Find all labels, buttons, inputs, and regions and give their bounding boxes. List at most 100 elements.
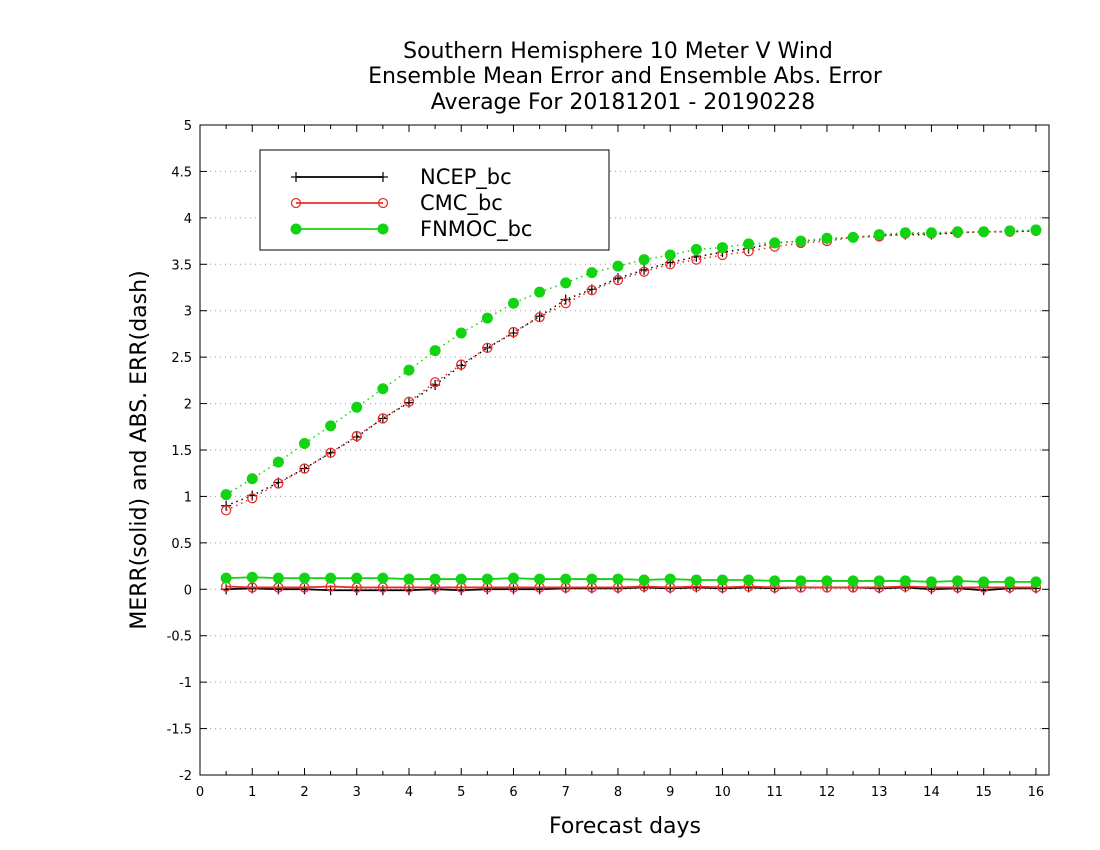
point-fnmoc-bc-abs-err-10: [481, 312, 493, 324]
point-cmc-bc-abs-err-5: [351, 430, 362, 442]
point-fnmoc-bc-abs-err-9: [455, 327, 467, 339]
point-fnmoc-bc-abs-err-30: [1004, 225, 1016, 237]
point-fnmoc-bc-merr-12: [534, 573, 546, 585]
point-ncep-bc-merr-12: [534, 584, 545, 595]
point-fnmoc-bc-abs-err-24: [847, 231, 859, 243]
point-fnmoc-bc-merr-27: [925, 576, 937, 588]
legend-entry-cmc-bc: CMC_bc: [290, 191, 503, 216]
point-fnmoc-bc-abs-err-22: [795, 235, 807, 247]
point-fnmoc-bc-abs-err-11: [507, 297, 519, 309]
chart-title-line-3: Average For 20181201 - 20190228: [431, 90, 816, 115]
point-fnmoc-bc-merr-7: [403, 573, 415, 585]
point-fnmoc-bc-abs-err-7: [403, 364, 415, 376]
point-fnmoc-bc-merr-2: [272, 572, 284, 584]
point-fnmoc-bc-abs-err-19: [716, 242, 728, 254]
legend-entry-ncep-bc: NCEP_bc: [291, 165, 512, 190]
point-cmc-bc-abs-err-13: [560, 298, 571, 309]
legend-label-ncep-bc: NCEP_bc: [420, 165, 512, 190]
point-fnmoc-bc-abs-err-14: [586, 267, 598, 279]
y-tick-label-0: -2: [179, 769, 192, 784]
point-fnmoc-bc-abs-err-21: [769, 237, 781, 249]
point-fnmoc-bc-merr-0: [220, 572, 232, 584]
point-cmc-bc-abs-err-6: [377, 413, 389, 424]
point-cmc-bc-abs-err-0: [220, 505, 232, 516]
point-cmc-bc-abs-err-1: [247, 493, 258, 504]
point-fnmoc-bc-merr-3: [298, 572, 310, 584]
point-cmc-bc-abs-err-9: [456, 359, 467, 370]
point-cmc-bc-abs-err-7: [403, 396, 415, 407]
point-fnmoc-bc-merr-29: [978, 576, 990, 588]
point-ncep-bc-merr-10: [482, 584, 493, 595]
point-fnmoc-bc-abs-err-29: [978, 226, 990, 238]
point-cmc-bc-abs-err-3: [299, 463, 310, 474]
y-tick-label-8: 2: [184, 398, 192, 413]
point-ncep-bc-merr-2: [273, 584, 284, 595]
point-fnmoc-bc-merr-6: [377, 572, 389, 584]
point-fnmoc-bc-merr-25: [873, 575, 885, 587]
series-fnmoc-bc-abs-err-line: [225, 229, 1036, 496]
y-tick-label-1: -1.5: [167, 723, 192, 738]
point-fnmoc-bc-abs-err-18: [690, 243, 702, 255]
x-axis-label: Forecast days: [549, 814, 701, 839]
series-ncep-bc-abs-err-line: [225, 230, 1036, 507]
series-fnmoc-bc-merr-line: [226, 576, 1036, 583]
series-fnmoc-bc-abs-err: [220, 224, 1042, 501]
point-fnmoc-bc-merr-22: [795, 575, 807, 587]
point-cmc-bc-abs-err-15: [612, 274, 624, 286]
point-fnmoc-bc-abs-err-8: [429, 345, 441, 357]
point-ncep-bc-merr-8: [430, 584, 441, 595]
x-tick-label-9: 9: [666, 785, 674, 800]
point-fnmoc-bc-abs-err-27: [925, 227, 937, 239]
point-fnmoc-bc-merr-17: [664, 573, 676, 585]
point-fnmoc-bc-merr-9: [455, 573, 467, 585]
point-fnmoc-bc-merr-21: [769, 575, 781, 587]
point-fnmoc-bc-merr-19: [716, 574, 728, 586]
point-fnmoc-bc-merr-1: [246, 571, 258, 583]
point-cmc-bc-abs-err-16: [638, 266, 650, 277]
point-fnmoc-bc-abs-err-25: [873, 229, 885, 241]
point-fnmoc-bc-abs-err-26: [899, 227, 911, 239]
x-tick-label-16: 16: [1028, 785, 1045, 800]
point-cmc-bc-abs-err-11: [508, 326, 519, 338]
series-ncep-bc-merr: [221, 582, 1041, 596]
point-fnmoc-bc-merr-4: [325, 572, 337, 584]
series-cmc-bc-abs-err: [220, 225, 1042, 516]
y-tick-label-4: 0: [184, 583, 192, 598]
legend-label-fnmoc-bc: FNMOC_bc: [420, 217, 532, 242]
x-tick-label-6: 6: [509, 785, 517, 800]
point-fnmoc-bc-abs-err-13: [560, 277, 572, 289]
chart-title-line-2: Ensemble Mean Error and Ensemble Abs. Er…: [368, 64, 883, 89]
point-cmc-bc-abs-err-18: [691, 254, 702, 265]
x-tick-label-1: 1: [248, 785, 256, 800]
series-layer: [220, 224, 1042, 596]
x-tick-label-14: 14: [923, 785, 940, 800]
point-fnmoc-bc-abs-err-20: [743, 238, 755, 250]
x-tick-label-5: 5: [457, 785, 465, 800]
y-axis-label: MERR(solid) and ABS. ERR(dash): [127, 270, 152, 629]
y-tick-label-12: 4: [184, 212, 192, 227]
point-fnmoc-bc-merr-11: [507, 572, 519, 584]
legend-marker-end-fnmoc-bc: [377, 223, 389, 235]
point-ncep-bc-merr-11: [508, 584, 519, 595]
point-cmc-bc-abs-err-8: [429, 377, 441, 388]
point-fnmoc-bc-merr-15: [612, 573, 624, 585]
point-fnmoc-bc-abs-err-28: [952, 226, 964, 238]
x-tick-label-0: 0: [196, 785, 204, 800]
y-tick-label-7: 1.5: [171, 444, 192, 459]
x-tick-label-2: 2: [300, 785, 308, 800]
y-tick-label-2: -1: [179, 676, 192, 691]
point-fnmoc-bc-merr-30: [1004, 576, 1016, 588]
chart-title-line-1: Southern Hemisphere 10 Meter V Wind: [403, 39, 833, 64]
point-fnmoc-bc-merr-18: [690, 574, 702, 586]
point-fnmoc-bc-abs-err-31: [1030, 224, 1042, 236]
point-fnmoc-bc-abs-err-1: [246, 473, 258, 485]
legend-marker-start-ncep-bc: [291, 172, 301, 182]
point-fnmoc-bc-merr-13: [560, 573, 572, 585]
legend-box: [259, 149, 610, 251]
y-tick-label-11: 3.5: [171, 258, 192, 273]
point-fnmoc-bc-merr-24: [847, 575, 859, 587]
x-tick-label-13: 13: [871, 785, 888, 800]
point-fnmoc-bc-abs-err-5: [351, 401, 363, 413]
point-fnmoc-bc-abs-err-6: [377, 383, 389, 395]
